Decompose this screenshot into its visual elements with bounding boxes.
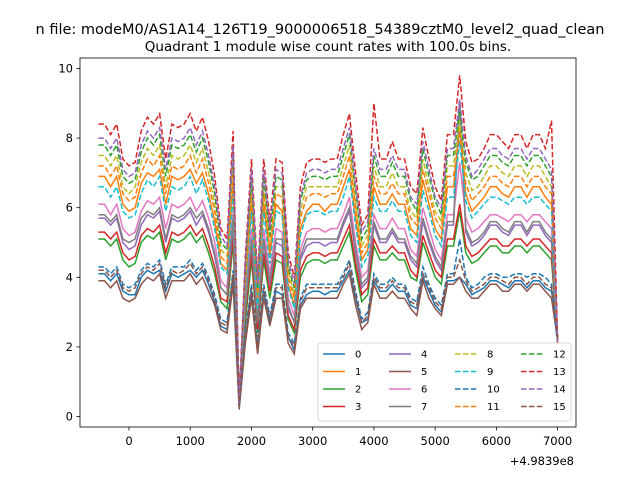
legend-label-8: 8 [487, 350, 493, 361]
legend-label-10: 10 [487, 385, 500, 396]
legend-label-14: 14 [553, 385, 566, 396]
legend-label-11: 11 [487, 402, 500, 413]
series-line-10 [98, 238, 559, 407]
legend-label-9: 9 [487, 367, 493, 378]
series-line-3 [98, 204, 559, 407]
legend-label-5: 5 [421, 367, 427, 378]
series-line-9 [98, 141, 559, 403]
x-tick-label: 2000 [237, 434, 266, 448]
series-line-13 [98, 75, 559, 403]
series-line-6 [98, 162, 559, 407]
legend-label-15: 15 [553, 402, 566, 413]
series-line-15 [98, 257, 559, 407]
legend-label-2: 2 [355, 385, 361, 396]
x-tick-label: 4000 [359, 434, 388, 448]
x-tick-label: 3000 [298, 434, 327, 448]
series-line-1 [98, 127, 559, 403]
legend-label-6: 6 [421, 385, 427, 396]
series-line-14 [98, 99, 559, 403]
y-tick-label: 6 [66, 201, 73, 215]
series-line-2 [98, 211, 559, 407]
legend-label-13: 13 [553, 367, 566, 378]
series-line-8 [98, 120, 559, 403]
chart-title: Quadrant 1 module wise count rates with … [145, 39, 511, 55]
x-tick-label: 5000 [421, 434, 450, 448]
y-tick-label: 10 [58, 61, 73, 75]
series-line-4 [98, 103, 559, 407]
legend-label-1: 1 [355, 367, 361, 378]
series-line-12 [98, 110, 559, 403]
legend-label-3: 3 [355, 402, 361, 413]
legend-label-7: 7 [421, 402, 427, 413]
y-tick-label: 4 [66, 270, 73, 284]
x-tick-label: 1000 [176, 434, 205, 448]
x-tick-label: 7000 [543, 434, 572, 448]
legend-label-12: 12 [553, 350, 566, 361]
x-offset-label: +4.9839e8 [510, 454, 574, 468]
y-tick-label: 8 [66, 131, 73, 145]
series-line-11 [98, 134, 559, 403]
legend-box [317, 342, 572, 422]
y-tick-label: 0 [66, 410, 73, 424]
series-line-7 [98, 99, 559, 407]
x-tick-label: 6000 [482, 434, 511, 448]
figure-suptitle: n file: modeM0/AS1A14_126T19_9000006518_… [36, 22, 605, 38]
series-line-0 [98, 268, 559, 407]
plot-lines [98, 75, 559, 410]
y-tick-label: 2 [66, 340, 73, 354]
legend-label-4: 4 [421, 350, 427, 361]
series-line-5 [98, 271, 559, 410]
x-tick-label: 0 [125, 434, 132, 448]
legend-label-0: 0 [355, 350, 361, 361]
axes-frame [79, 57, 577, 428]
